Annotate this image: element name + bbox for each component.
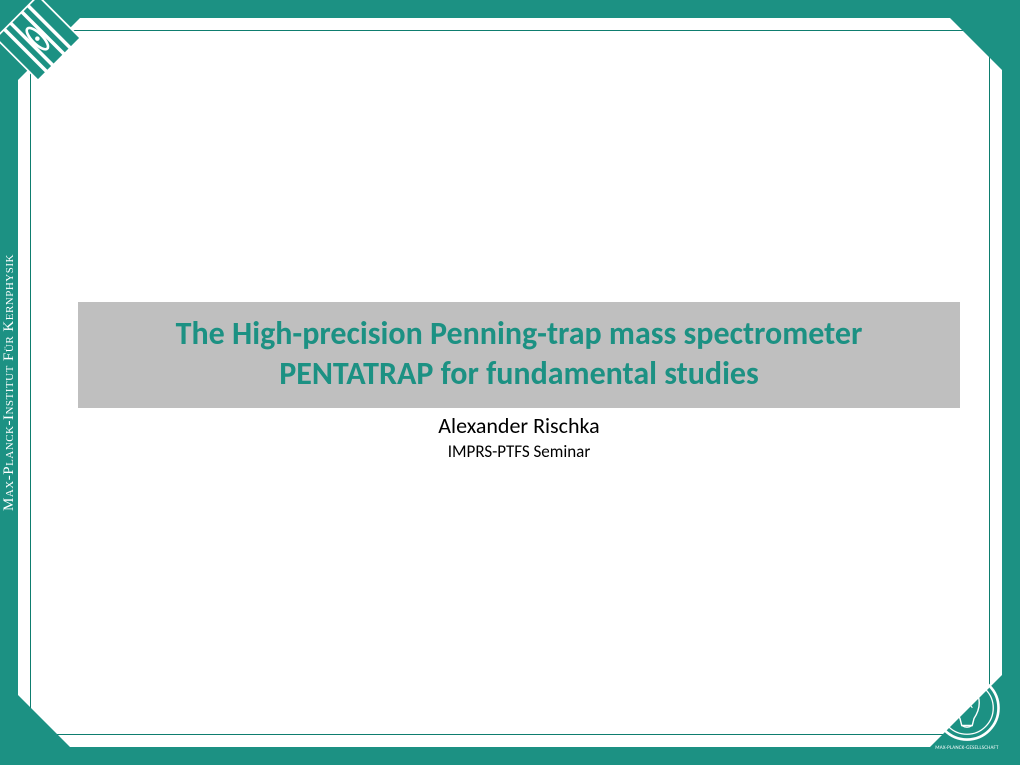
mpg-minerva-icon: MAX-PLANCK-GESELLSCHAFT bbox=[928, 673, 1006, 755]
frame-bottom bbox=[0, 747, 1020, 765]
author-name: Alexander Rischka bbox=[78, 412, 960, 439]
author-affiliation: IMPRS-PTFS Seminar bbox=[78, 441, 960, 462]
mpik-diamond-icon bbox=[0, 0, 82, 82]
author-block: Alexander Rischka IMPRS-PTFS Seminar bbox=[78, 412, 960, 462]
mpg-caption: MAX-PLANCK-GESELLSCHAFT bbox=[935, 745, 998, 751]
title-line-1: The High-precision Penning-trap mass spe… bbox=[88, 314, 950, 354]
frame-right bbox=[1002, 0, 1020, 765]
title-line-2: PENTATRAP for fundamental studies bbox=[88, 354, 950, 394]
title-box: The High-precision Penning-trap mass spe… bbox=[78, 302, 960, 408]
sidebar-institute: Max-Planck-Institut Für Kernphysik bbox=[0, 0, 20, 765]
frame-top bbox=[0, 0, 1020, 18]
slide-root: Max-Planck-Institut Für Kernphysik bbox=[0, 0, 1020, 765]
sidebar-institute-label: Max-Planck-Institut Für Kernphysik bbox=[1, 254, 18, 511]
